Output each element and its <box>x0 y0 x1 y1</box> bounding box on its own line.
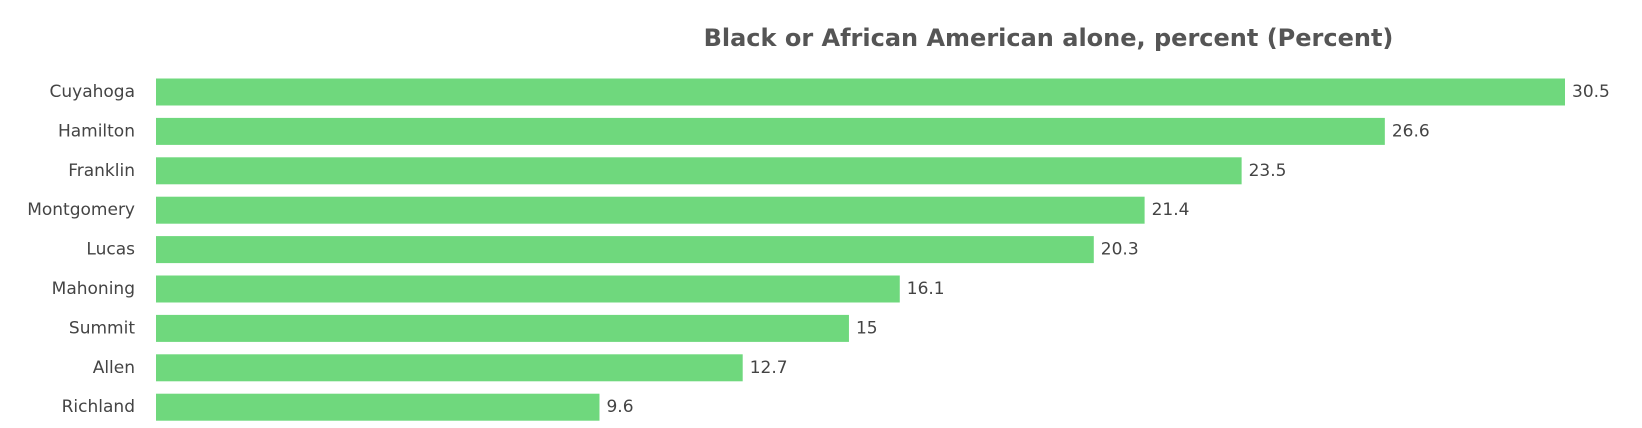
value-label: 12.7 <box>750 358 788 378</box>
value-label: 16.1 <box>907 279 945 299</box>
bar-mahoning <box>156 275 900 303</box>
bar-franklin <box>156 157 1242 185</box>
category-label: Lucas <box>86 240 135 260</box>
category-label: Hamilton <box>58 121 135 141</box>
category-label: Franklin <box>68 161 135 181</box>
category-label: Richland <box>62 397 135 417</box>
bar-richland <box>156 393 600 421</box>
value-label: 15 <box>856 318 878 338</box>
category-label: Cuyahoga <box>49 82 135 102</box>
bar-cuyahoga <box>156 78 1565 106</box>
category-label: Allen <box>93 358 135 378</box>
value-label: 30.5 <box>1572 82 1610 102</box>
value-label: 9.6 <box>606 397 633 417</box>
bar-hamilton <box>156 117 1385 145</box>
bar-summit <box>156 314 849 342</box>
bar-allen <box>156 354 743 382</box>
category-label: Mahoning <box>52 279 135 299</box>
value-label: 26.6 <box>1392 121 1430 141</box>
value-label: 20.3 <box>1101 240 1139 260</box>
chart-title: Black or African American alone, percent… <box>703 24 1394 52</box>
bar-montgomery <box>156 196 1145 224</box>
category-label: Montgomery <box>27 200 135 220</box>
value-label: 21.4 <box>1152 200 1190 220</box>
category-label: Summit <box>69 318 135 338</box>
bar-lucas <box>156 236 1094 264</box>
value-label: 23.5 <box>1249 161 1287 181</box>
